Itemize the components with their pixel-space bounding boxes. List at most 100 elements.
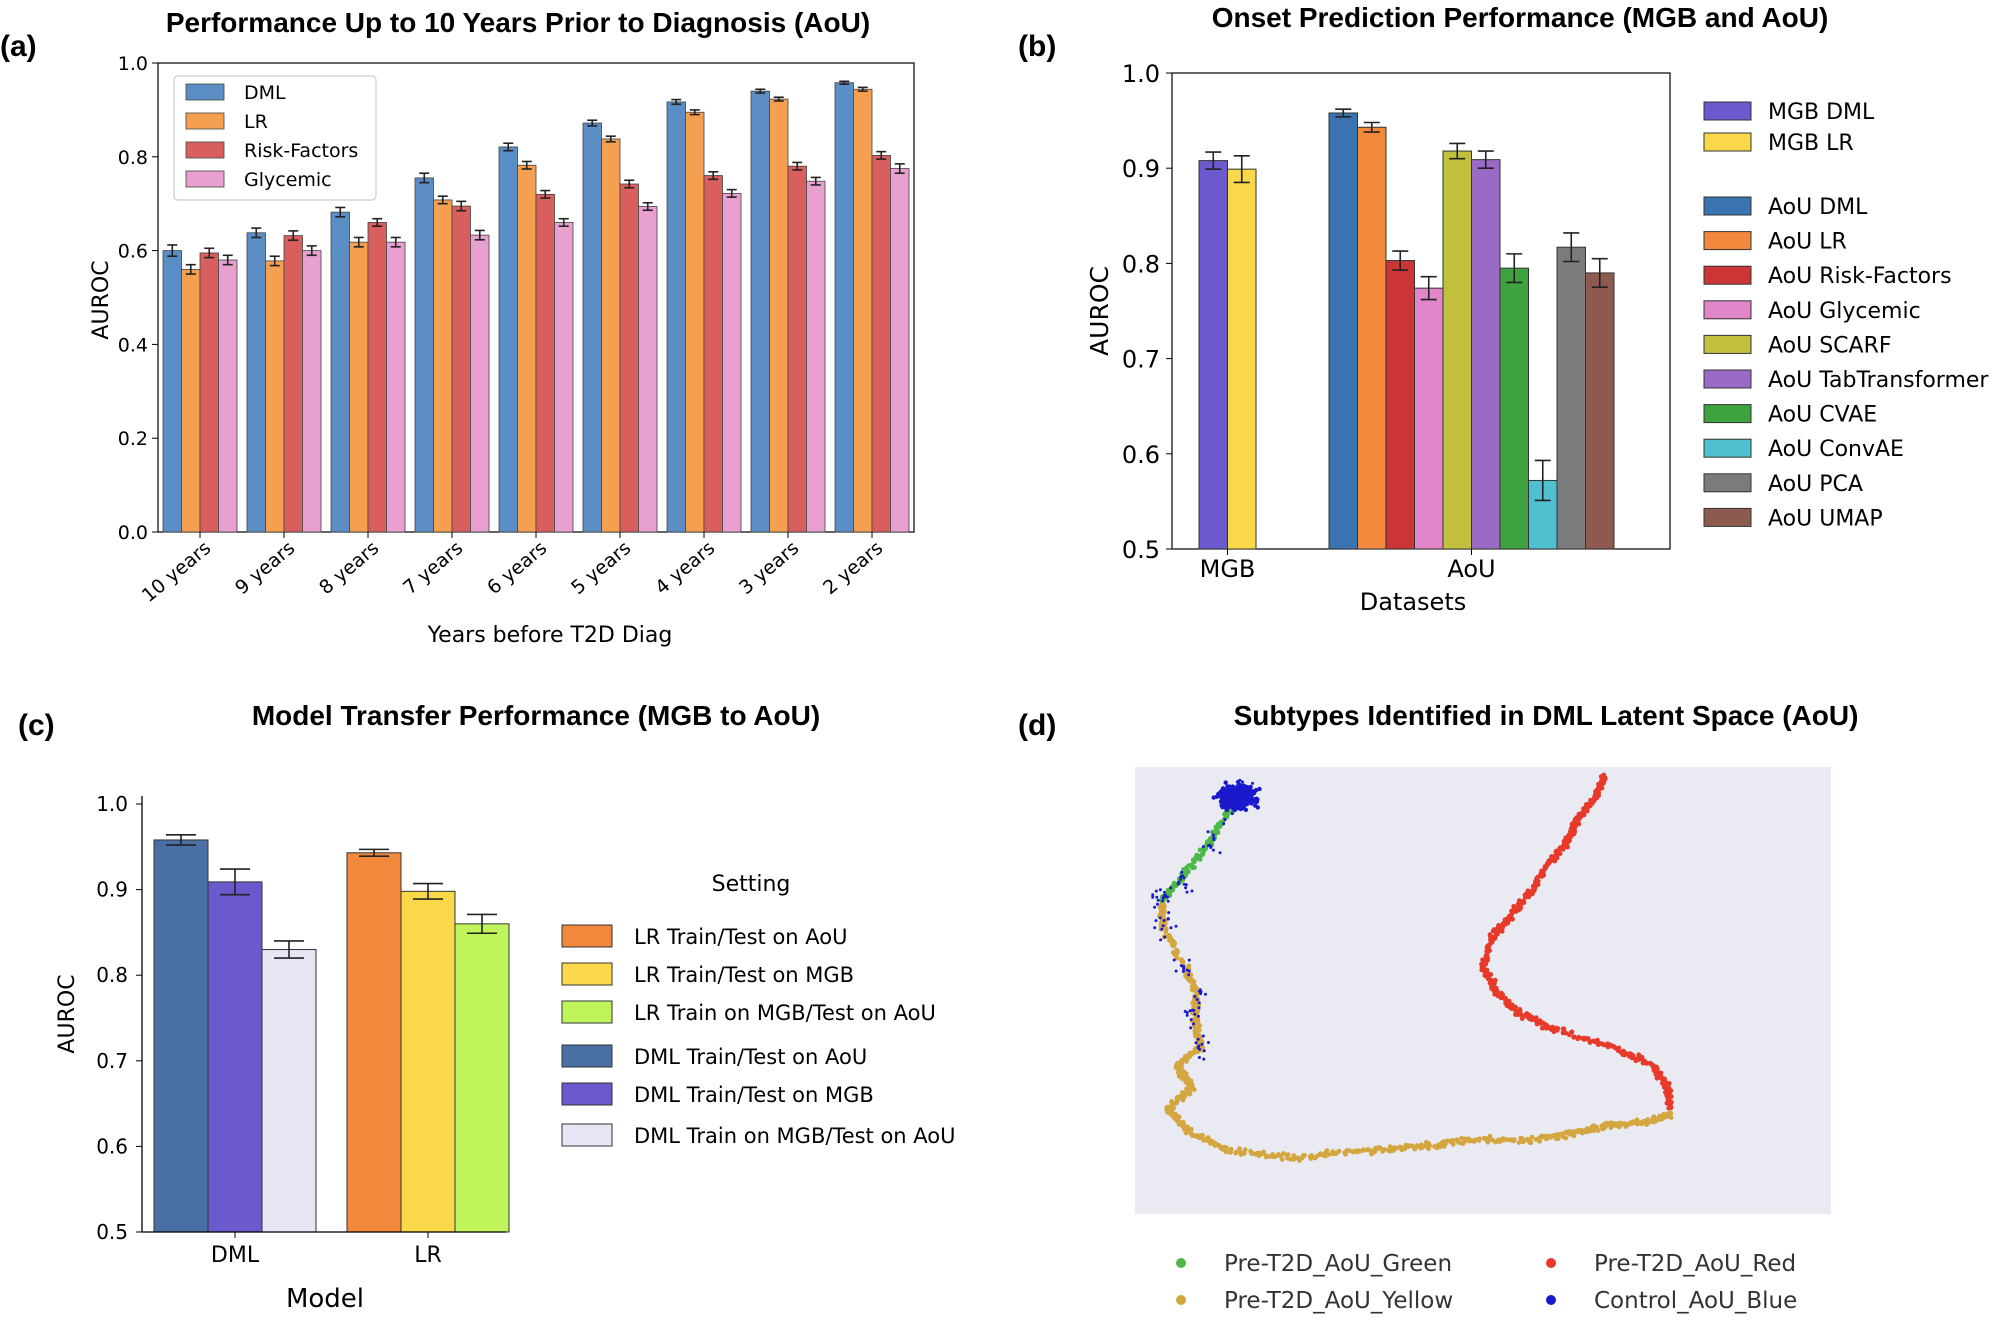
a-xtick-label: 10 years — [138, 537, 215, 607]
d-point-control-aou-blue-scatter — [1241, 780, 1244, 784]
d-point-control-aou-blue-scatter — [1154, 919, 1158, 923]
d-point-control-aou-blue-scatter — [1197, 1001, 1201, 1005]
d-point-pre-t2d-aou-red — [1571, 1034, 1577, 1040]
d-point-pre-t2d-aou-yellow — [1301, 1153, 1307, 1158]
a-xtick-label: 4 years — [651, 537, 719, 599]
b-legend-label-aou-scarf: AoU SCARF — [1768, 333, 1892, 358]
c-ytick-label: 1.0 — [96, 792, 128, 816]
b-legend-swatch-aou-cvae — [1703, 404, 1752, 424]
d-point-control-aou-blue-scatter — [1235, 784, 1239, 788]
a-legend-swatch-lr — [185, 112, 225, 130]
panel-b-ylabel: AUROC — [1085, 266, 1114, 356]
panel-d-legend: Pre-T2D_AoU_Green Pre-T2D_AoU_Red Pre-T2D_… — [1176, 1251, 1797, 1314]
d-point-pre-t2d-aou-yellow — [1180, 1090, 1185, 1095]
d-point-control-aou-blue-scatter — [1199, 992, 1203, 996]
d-point-pre-t2d-aou-green — [1185, 869, 1191, 875]
panel-a-legend-box — [173, 75, 377, 201]
d-legend-marker-control-aou-blue — [1546, 1295, 1556, 1305]
d-point-control-aou-blue-scatter — [1190, 1008, 1194, 1012]
d-point-pre-t2d-aou-red — [1552, 858, 1558, 864]
a-bar-risk-factors — [619, 183, 639, 533]
d-point-control-aou-blue — [1235, 804, 1241, 810]
d-point-pre-t2d-aou-yellow — [1312, 1155, 1318, 1161]
d-point-pre-t2d-aou-red — [1512, 905, 1518, 911]
d-point-pre-t2d-aou-yellow — [1171, 1105, 1176, 1111]
d-point-control-aou-blue-scatter — [1222, 822, 1226, 826]
d-point-control-aou-blue-scatter — [1246, 793, 1250, 797]
a-bar-risk-factors — [535, 193, 555, 533]
b-bar-aou-scarf — [1442, 150, 1472, 550]
d-point-control-aou-blue — [1253, 803, 1258, 808]
b-bar-aou-glycemic — [1414, 287, 1444, 550]
b-legend-label-aou-cvae: AoU CVAE — [1768, 403, 1877, 428]
d-point-control-aou-blue-scatter — [1182, 964, 1185, 968]
d-point-control-aou-blue-scatter — [1162, 919, 1166, 922]
d-point-pre-t2d-aou-yellow — [1174, 955, 1180, 961]
d-point-control-aou-blue-scatter — [1194, 1041, 1198, 1045]
d-point-control-aou-blue-scatter — [1202, 1057, 1206, 1061]
a-bar-lr — [433, 199, 453, 533]
b-ytick-label: 0.5 — [1122, 536, 1160, 564]
d-point-pre-t2d-aou-red — [1555, 851, 1561, 856]
c-legend-label-lr-train-test-on-mgb: LR Train/Test on MGB — [634, 963, 854, 987]
d-point-control-aou-blue-scatter — [1153, 905, 1157, 909]
d-point-pre-t2d-aou-yellow — [1241, 1150, 1247, 1156]
d-point-pre-t2d-aou-yellow — [1318, 1151, 1323, 1156]
d-point-pre-t2d-aou-yellow — [1343, 1151, 1348, 1157]
d-point-pre-t2d-aou-yellow — [1334, 1150, 1340, 1156]
d-point-pre-t2d-aou-yellow — [1190, 978, 1195, 983]
d-point-control-aou-blue-scatter — [1181, 874, 1184, 878]
d-point-control-aou-blue-scatter — [1187, 958, 1191, 962]
c-ytick-label: 0.7 — [96, 1049, 128, 1073]
a-bar-risk-factors — [283, 235, 303, 533]
b-bar-aou-lr — [1357, 126, 1387, 550]
d-point-pre-t2d-aou-yellow — [1188, 1131, 1194, 1137]
d-point-control-aou-blue-scatter — [1250, 792, 1254, 796]
c-legend-label-lr-train-on-mgb-test-on-aou: LR Train on MGB/Test on AoU — [634, 1001, 936, 1025]
d-point-control-aou-blue-scatter — [1185, 890, 1189, 894]
d-point-control-aou-blue-scatter — [1185, 1013, 1189, 1017]
d-point-control-aou-blue-scatter — [1192, 1022, 1195, 1026]
d-point-control-aou-blue-scatter — [1166, 917, 1170, 921]
d-point-pre-t2d-aou-yellow — [1233, 1150, 1239, 1156]
d-point-pre-t2d-aou-yellow — [1511, 1137, 1517, 1143]
b-xtick-label: AoU — [1447, 555, 1495, 583]
a-bar-lr — [181, 268, 201, 533]
c-legend-swatch-lr-train-on-mgb-test-on-aou — [561, 1000, 613, 1024]
d-point-pre-t2d-aou-yellow — [1190, 1085, 1195, 1090]
a-bar-lr — [349, 241, 369, 533]
d-point-pre-t2d-aou-red — [1548, 1026, 1554, 1032]
d-point-control-aou-blue — [1222, 787, 1227, 792]
d-point-pre-t2d-aou-red — [1658, 1074, 1664, 1080]
d-point-pre-t2d-aou-yellow — [1179, 1076, 1185, 1081]
d-point-pre-t2d-aou-red — [1522, 1012, 1528, 1018]
d-point-control-aou-blue-scatter — [1188, 1009, 1192, 1013]
panel-a-label: (a) — [0, 30, 37, 63]
d-point-pre-t2d-aou-red — [1554, 854, 1559, 860]
a-bar-glycemic — [638, 206, 658, 533]
d-point-pre-t2d-aou-red — [1491, 927, 1497, 932]
d-point-pre-t2d-aou-yellow — [1184, 1059, 1189, 1064]
d-point-pre-t2d-aou-green — [1200, 852, 1206, 857]
d-point-control-aou-blue-scatter — [1167, 911, 1171, 915]
d-point-control-aou-blue-scatter — [1206, 830, 1210, 834]
d-point-pre-t2d-aou-yellow — [1183, 1071, 1189, 1077]
d-point-pre-t2d-aou-red — [1634, 1056, 1640, 1062]
d-point-pre-t2d-aou-yellow — [1572, 1129, 1577, 1134]
d-point-control-aou-blue-scatter — [1209, 844, 1213, 848]
a-bar-glycemic — [386, 241, 406, 533]
d-point-pre-t2d-aou-red — [1621, 1049, 1626, 1055]
b-legend-label-aou-dml: AoU DML — [1768, 195, 1868, 220]
d-point-control-aou-blue-scatter — [1200, 1042, 1204, 1046]
a-bar-dml — [498, 146, 518, 533]
a-bar-lr — [685, 111, 705, 533]
a-bar-risk-factors — [871, 154, 891, 533]
panel-c-legend-title: Setting — [712, 872, 791, 897]
panel-c-x-axis: DML LR — [211, 1232, 442, 1268]
d-point-control-aou-blue-scatter — [1163, 890, 1166, 894]
d-point-pre-t2d-aou-yellow — [1477, 1136, 1482, 1142]
c-ytick-label: 0.6 — [96, 1134, 128, 1158]
d-point-pre-t2d-aou-red — [1503, 995, 1508, 1001]
d-point-pre-t2d-aou-yellow — [1192, 1028, 1198, 1034]
